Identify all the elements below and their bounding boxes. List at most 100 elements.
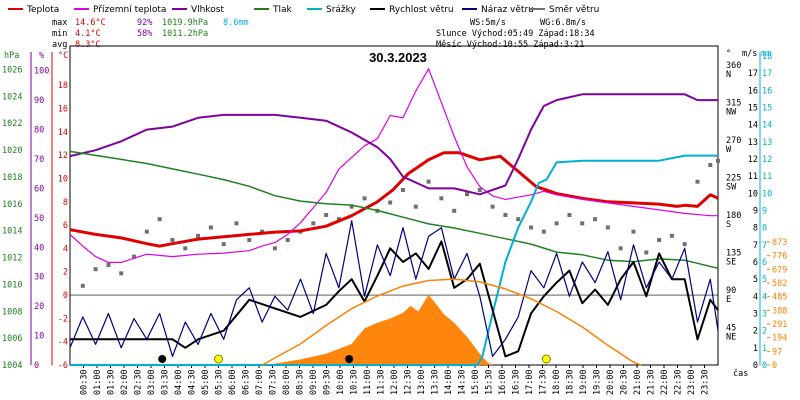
series-nraz-vtru [69,220,719,357]
x-tick-label: 05:00 [201,369,211,395]
solar-tick: 485 [772,293,787,303]
direction-point [439,196,444,201]
direction-point [503,213,508,217]
pressure-tick: 1004 [2,361,22,371]
stats-sun: Slunce Východ:05:49 Západ:18:34 [436,29,595,39]
x-axis-label: čas [733,368,748,379]
pressure-tick: 1016 [2,200,22,210]
rain-tick: 7 [762,241,767,251]
direction-point [388,200,393,205]
pressure-unit: hPa [4,51,19,61]
rain-tick: 6 [762,258,767,268]
legend-label: Srážky [326,5,357,15]
wind-tick: 16 [748,86,758,96]
rain-tick: 18 [762,52,772,62]
stats-max-temp: 14.6°C [75,18,106,28]
direction-compass: NW [726,108,737,118]
temperature-tick: 8 [63,198,68,208]
sun-icon [214,354,224,364]
x-tick-label: 04:30 [188,369,198,395]
series-tlak [69,150,719,270]
direction-point [93,267,98,272]
stats-rain-total: 8.6mm [223,18,249,28]
axes: hPa1026102410221020101810161014101210101… [2,45,787,395]
solar-tick: 388 [772,306,787,316]
x-tick-label: 20:30 [620,369,630,395]
x-tick-label: 07:00 [255,369,265,395]
x-tick-label: 22:00 [660,369,670,395]
humidity-tick: 90 [34,96,44,106]
solar-tick: 873 [772,238,787,248]
direction-point [631,229,636,234]
direction-point [336,217,341,222]
wind-tick: 17 [748,69,758,79]
direction-compass: SE [726,258,736,268]
series-vlhkost [69,93,718,196]
solar-tick: 97 [772,347,782,357]
direction-point [708,163,713,167]
rain-tick: 8 [762,224,767,234]
humidity-tick: 30 [34,273,44,283]
solar-tick: 679 [772,265,787,275]
solar-tick: 291 [772,320,787,330]
direction-point [567,213,572,217]
direction-point [413,204,418,209]
direction-compass: S [726,220,731,230]
direction-point [682,242,687,247]
temperature-tick: -4 [58,338,68,348]
rain-tick: 3 [762,310,767,320]
direction-tick: 45 [726,324,736,334]
x-tick-label: 18:30 [566,369,576,395]
direction-point [580,221,585,226]
x-tick-label: 15:00 [471,369,481,395]
humidity-tick: 100 [34,67,49,77]
direction-point [529,225,534,230]
legend-label: Teplota [26,5,59,15]
moon-icon [158,355,167,363]
legend-label: Směr větru [549,5,599,15]
x-tick-label: 02:00 [120,369,130,395]
x-tick-label: 13:30 [431,369,441,395]
wind-tick: 12 [748,155,758,165]
x-tick-label: 04:00 [174,369,184,395]
temperature-tick: 18 [58,81,68,91]
direction-point [362,196,367,201]
x-tick-label: 12:00 [390,369,400,395]
temperature-tick: 6 [63,221,68,231]
x-tick-label: 19:30 [593,369,603,395]
x-tick-label: 16:00 [498,369,508,395]
direction-point [464,192,469,197]
direction-point [490,204,495,209]
rain-tick: 14 [762,121,772,131]
rain-tick: 1 [762,344,767,354]
series-solar-max [261,278,642,366]
stats-min-hum: 58% [137,29,152,39]
temperature-tick: 16 [58,104,68,114]
x-tick-label: 21:00 [633,369,643,395]
temperature-unit: °C [58,51,68,61]
direction-point [516,217,521,222]
x-tick-label: 18:00 [552,369,562,395]
solar-tick: 0 [772,361,777,371]
direction-point [669,233,674,238]
x-tick-label: 07:30 [269,369,279,395]
solar-tick: 776 [772,252,787,262]
pressure-tick: 1026 [2,65,22,75]
wind-tick: 9 [753,207,758,217]
stats-min-temp: 4.1°C [75,29,101,39]
direction-point [183,246,188,251]
direction-tick: 225 [726,174,741,184]
temperature-tick: -6 [58,361,68,371]
direction-point [221,242,226,247]
direction-point [716,158,720,163]
pressure-tick: 1010 [2,280,22,290]
wind-tick: 0 [753,361,758,371]
legend: Teplota Přízemní teplota Vlhkost Tlak Srážky… [8,5,599,15]
direction-tick: 90 [726,286,736,296]
direction-point [618,246,623,251]
direction-tick: 135 [726,249,741,259]
stats-avg-temp: 8.3°C [75,40,101,50]
x-tick-label: 06:00 [228,369,238,395]
x-tick-label: 17:30 [539,369,549,395]
